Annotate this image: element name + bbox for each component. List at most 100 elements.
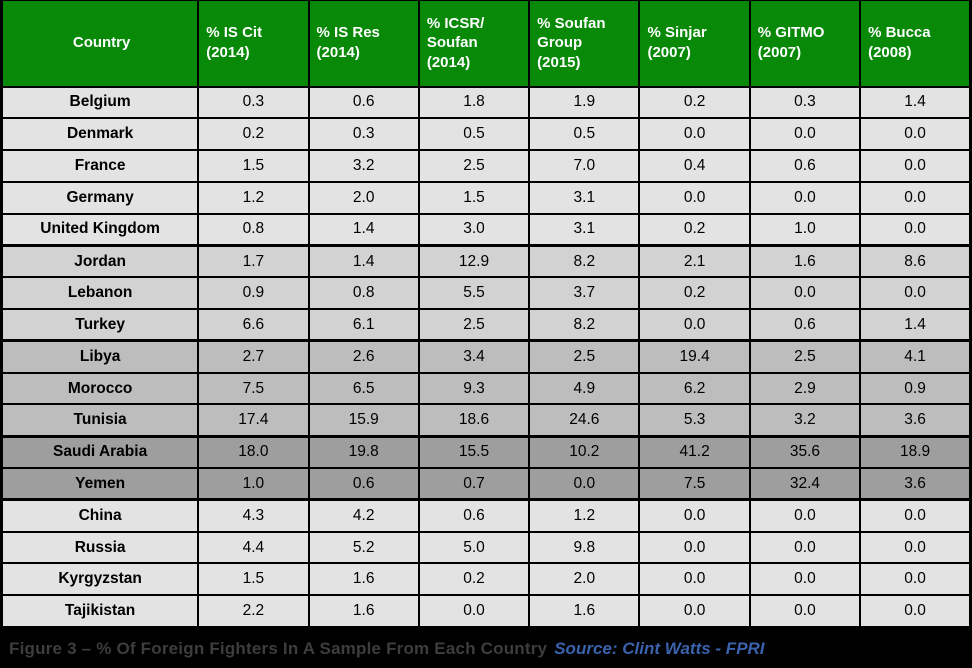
table-row: Tajikistan 2.2 1.6 0.0 1.6 0.0 0.0 0.0	[0, 594, 972, 629]
table-row: Lebanon 0.9 0.8 5.5 3.7 0.2 0.0 0.0	[0, 276, 972, 311]
country-cell: Russia	[0, 530, 200, 565]
value-cell: 5.3	[638, 403, 751, 438]
value-cell: 9.3	[417, 371, 531, 406]
value-cell: 3.2	[307, 149, 420, 183]
value-cell: 1.0	[748, 212, 862, 247]
value-cell: 8.2	[528, 308, 641, 343]
value-cell: 0.2	[638, 276, 751, 311]
value-cell: 1.6	[528, 594, 641, 629]
column-header: % GITMO (2007)	[748, 0, 862, 88]
value-cell: 8.6	[859, 244, 972, 279]
value-cell: 2.0	[307, 180, 420, 215]
country-cell: Tunisia	[0, 403, 200, 438]
value-cell: 0.0	[638, 117, 751, 152]
value-cell: 0.0	[748, 117, 862, 152]
value-cell: 1.9	[528, 85, 641, 120]
value-cell: 6.5	[307, 371, 420, 406]
value-cell: 1.7	[197, 244, 310, 279]
country-cell: Tajikistan	[0, 594, 200, 629]
value-cell: 0.9	[859, 371, 972, 406]
value-cell: 2.5	[528, 339, 641, 374]
value-cell: 0.2	[197, 117, 310, 152]
value-cell: 0.0	[638, 562, 751, 597]
value-cell: 3.1	[528, 180, 641, 215]
value-cell: 0.8	[197, 212, 310, 247]
value-cell: 4.4	[197, 530, 310, 565]
value-cell: 0.8	[307, 276, 420, 311]
value-cell: 0.2	[638, 212, 751, 247]
value-cell: 41.2	[638, 435, 751, 470]
value-cell: 2.5	[417, 308, 531, 343]
value-cell: 0.0	[748, 530, 862, 565]
value-cell: 0.3	[748, 85, 862, 120]
figure-caption: Figure 3 – % Of Foreign Fighters In A Sa…	[0, 628, 972, 668]
value-cell: 3.6	[859, 467, 972, 502]
value-cell: 0.9	[197, 276, 310, 311]
column-header: % Soufan Group (2015)	[528, 0, 641, 88]
table-row: United Kingdom 0.8 1.4 3.0 3.1 0.2 1.0 0.0	[0, 212, 972, 247]
value-cell: 6.2	[638, 371, 751, 406]
value-cell: 0.0	[638, 594, 751, 629]
value-cell: 1.6	[748, 244, 862, 279]
value-cell: 1.4	[307, 244, 420, 279]
value-cell: 7.5	[638, 467, 751, 502]
header-row: Country% IS Cit (2014)% IS Res (2014)% I…	[0, 0, 972, 88]
value-cell: 4.1	[859, 339, 972, 374]
table-row: Yemen 1.0 0.6 0.7 0.0 7.5 32.4 3.6	[0, 467, 972, 502]
column-header: % IS Cit (2014)	[197, 0, 310, 88]
country-cell: Turkey	[0, 308, 200, 343]
foreign-fighters-table: Country% IS Cit (2014)% IS Res (2014)% I…	[0, 0, 972, 629]
value-cell: 3.4	[417, 339, 531, 374]
value-cell: 15.9	[307, 403, 420, 438]
value-cell: 1.5	[197, 562, 310, 597]
value-cell: 2.6	[307, 339, 420, 374]
value-cell: 24.6	[528, 403, 641, 438]
value-cell: 18.6	[417, 403, 531, 438]
value-cell: 1.4	[859, 308, 972, 343]
country-cell: France	[0, 149, 200, 183]
value-cell: 7.5	[197, 371, 310, 406]
value-cell: 5.2	[307, 530, 420, 565]
table-row: Germany 1.2 2.0 1.5 3.1 0.0 0.0 0.0	[0, 180, 972, 215]
value-cell: 0.3	[307, 117, 420, 152]
country-cell: Germany	[0, 180, 200, 215]
table-row: Denmark 0.2 0.3 0.5 0.5 0.0 0.0 0.0	[0, 117, 972, 152]
column-header: % Sinjar (2007)	[638, 0, 751, 88]
column-header: % IS Res (2014)	[307, 0, 420, 88]
table-row: Saudi Arabia 18.0 19.8 15.5 10.2 41.2 35.6 18.9	[0, 435, 972, 470]
country-cell: Kyrgyzstan	[0, 562, 200, 597]
table-row: Tunisia 17.4 15.9 18.6 24.6 5.3 3.2 3.6	[0, 403, 972, 438]
value-cell: 4.3	[197, 498, 310, 533]
value-cell: 4.2	[307, 498, 420, 533]
value-cell: 0.0	[859, 180, 972, 215]
value-cell: 18.9	[859, 435, 972, 470]
value-cell: 6.1	[307, 308, 420, 343]
value-cell: 1.6	[307, 562, 420, 597]
value-cell: 0.6	[307, 467, 420, 502]
value-cell: 0.0	[859, 562, 972, 597]
table-row: France 1.5 3.2 2.5 7.0 0.4 0.6 0.0	[0, 149, 972, 183]
value-cell: 1.4	[307, 212, 420, 247]
value-cell: 3.6	[859, 403, 972, 438]
value-cell: 0.0	[859, 276, 972, 311]
value-cell: 3.2	[748, 403, 862, 438]
value-cell: 3.0	[417, 212, 531, 247]
country-cell: Morocco	[0, 371, 200, 406]
value-cell: 0.2	[638, 85, 751, 120]
value-cell: 0.2	[417, 562, 531, 597]
value-cell: 2.2	[197, 594, 310, 629]
country-cell: Saudi Arabia	[0, 435, 200, 470]
table-row: China 4.3 4.2 0.6 1.2 0.0 0.0 0.0	[0, 498, 972, 533]
value-cell: 15.5	[417, 435, 531, 470]
value-cell: 1.8	[417, 85, 531, 120]
value-cell: 12.9	[417, 244, 531, 279]
figure-caption-text: Figure 3 – % Of Foreign Fighters In A Sa…	[9, 638, 548, 658]
value-cell: 6.6	[197, 308, 310, 343]
value-cell: 0.7	[417, 467, 531, 502]
value-cell: 0.0	[859, 498, 972, 533]
value-cell: 0.0	[859, 212, 972, 247]
country-cell: United Kingdom	[0, 212, 200, 247]
table-row: Belgium 0.3 0.6 1.8 1.9 0.2 0.3 1.4	[0, 85, 972, 120]
value-cell: 0.0	[748, 498, 862, 533]
value-cell: 19.8	[307, 435, 420, 470]
